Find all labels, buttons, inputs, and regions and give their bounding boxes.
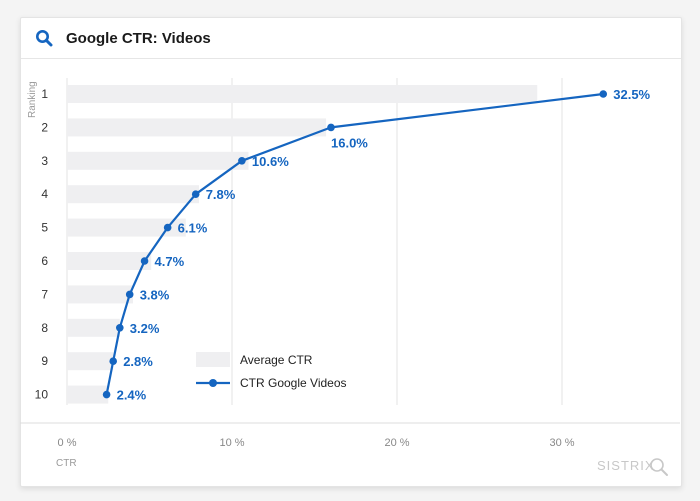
x-tick-label: 0 % (58, 437, 77, 449)
x-axis-label: CTR (56, 458, 77, 469)
ctr-data-label: 2.4% (117, 388, 147, 403)
ctr-data-label: 3.2% (130, 321, 160, 336)
ctr-data-label: 32.5% (613, 87, 650, 102)
average-ctr-bar (67, 352, 114, 371)
ctr-point (125, 290, 134, 299)
average-ctr-bar (67, 385, 109, 404)
y-axis-label: Ranking (27, 81, 38, 118)
ctr-point (116, 324, 124, 332)
ranking-tick-label: 8 (41, 321, 48, 335)
ctr-point (140, 257, 149, 265)
ctr-point (102, 390, 111, 399)
watermark: SISTRIX (597, 458, 668, 476)
ranking-tick-label: 10 (35, 388, 49, 402)
ctr-data-label: 3.8% (140, 287, 170, 302)
average-ctr-bar (67, 318, 120, 337)
average-ctr-bar (67, 218, 186, 237)
x-tick-label: 20 % (384, 437, 409, 449)
ranking-tick-label: 7 (41, 287, 48, 301)
x-tick-label: 30 % (549, 437, 574, 449)
ctr-data-label: 2.8% (123, 354, 153, 369)
ranking-tick-label: 3 (41, 154, 48, 168)
average-ctr-bar (67, 118, 327, 137)
average-ctr-bar (67, 151, 249, 170)
ranking-tick-label: 6 (41, 254, 48, 268)
ranking-tick-label: 5 (41, 221, 48, 235)
ctr-point (191, 190, 200, 198)
card-header: Google CTR: Videos (21, 18, 681, 59)
ctr-point (238, 157, 246, 165)
card-title: Google CTR: Videos (66, 29, 211, 47)
ctr-point (163, 223, 172, 232)
ctr-point (327, 123, 335, 132)
legend-swatch-average-ctr (196, 352, 230, 367)
ctr-data-label: 7.8% (206, 187, 236, 202)
average-ctr-bar (67, 252, 152, 270)
ranking-tick-label: 1 (41, 87, 48, 101)
legend: Average CTR CTR Google Videos (196, 352, 347, 390)
ranking-tick-label: 4 (41, 187, 48, 201)
search-icon[interactable] (35, 29, 53, 47)
x-axis-tick-labels: 0 % 10 % 20 % 30 % (58, 437, 575, 449)
average-ctr-bar (67, 285, 133, 304)
ctr-data-label: 6.1% (178, 221, 208, 236)
ctr-point (109, 357, 117, 366)
x-tick-label: 10 % (219, 437, 244, 449)
legend-label-ctr-google-videos: CTR Google Videos (240, 376, 347, 390)
average-ctr-bar (67, 185, 199, 204)
ctr-data-label: 16.0% (331, 135, 368, 150)
average-ctr-bar (67, 85, 538, 103)
average-ctr-bars (67, 85, 538, 404)
ranking-tick-label: 9 (41, 354, 48, 368)
legend-swatch-ctr-google-videos-dot (209, 379, 217, 387)
ctr-data-label: 10.6% (252, 154, 289, 169)
ranking-tick-label: 2 (41, 120, 48, 134)
ctr-data-labels: 32.5% 16.0% 10.6% 7.8% 6.1% 4.7% 3.8% 3.2% 2.8% 2… (117, 87, 651, 403)
magnifier-icon (650, 458, 668, 476)
watermark-text: SISTRIX (597, 458, 655, 473)
ctr-google-videos-series (102, 90, 608, 399)
ctr-line (105, 92, 604, 395)
ranking-tick-labels: 1 2 3 4 5 6 7 8 9 10 (35, 87, 49, 402)
legend-label-average-ctr: Average CTR (240, 353, 313, 367)
ctr-point (599, 90, 608, 98)
ctr-data-label: 4.7% (155, 254, 185, 269)
